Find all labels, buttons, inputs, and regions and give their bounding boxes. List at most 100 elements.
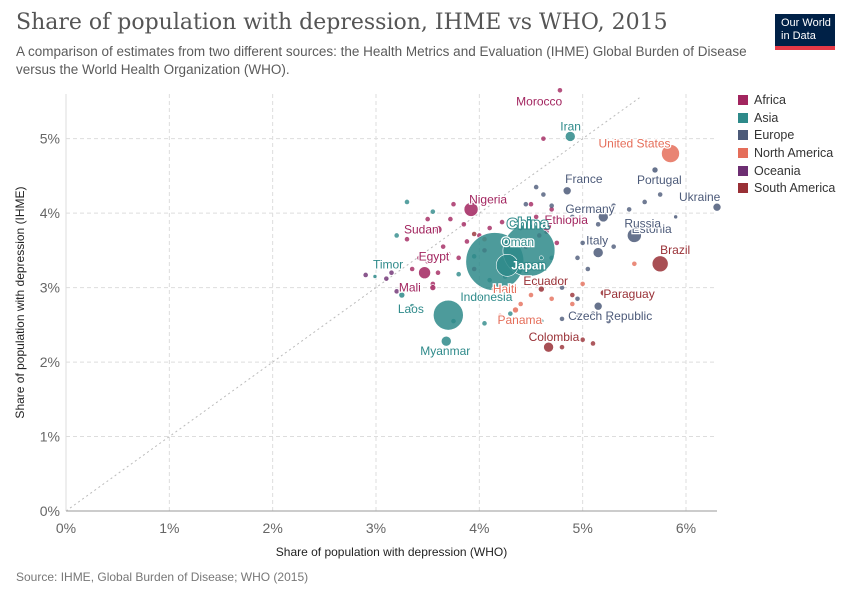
point-label: Egypt [419,250,450,264]
point-label: Mali [399,281,421,295]
data-point [497,197,503,203]
data-point-egypt [418,266,431,280]
data-point [394,233,399,238]
data-point-brazil [651,255,669,273]
data-point [559,285,565,290]
point-label: Czech Republic [568,309,652,323]
legend: Africa Asia Europe North America Oceania Sout… [738,91,835,197]
data-point [425,259,430,264]
legend-item[interactable]: North America [738,144,835,162]
data-point [575,255,580,261]
point-label: China [507,215,549,232]
x-tick-label: 1% [159,520,179,536]
legend-label: Africa [754,92,786,107]
data-point [559,344,565,350]
data-point [435,270,441,276]
point-label: Panama [498,313,543,327]
data-point-indonesia [433,299,464,331]
data-point [606,318,611,324]
data-point [580,240,585,246]
point-label: Nigeria [469,192,507,206]
data-point-japan [495,253,519,277]
data-point [657,192,663,197]
data-point-ethiopia [541,220,552,232]
data-point [499,219,505,225]
data-point [440,244,446,249]
data-point [533,214,539,220]
legend-item[interactable]: Africa [738,91,835,109]
data-point [456,271,461,277]
data-point [557,87,563,93]
data-point [559,218,565,223]
chart-title: Share of population with depression, IHM… [16,10,668,35]
data-point [642,199,647,205]
data-point [575,315,580,320]
data-point [585,266,591,272]
data-point [575,296,580,302]
data-point-paraguay [600,289,607,297]
point-label: Laos [398,302,424,316]
legend-item[interactable]: Europe [738,126,835,144]
x-tick-label: 3% [366,520,386,536]
data-point [626,207,632,212]
data-point [363,272,368,278]
point-label: Iran [560,119,581,133]
data-point-france [562,186,572,196]
data-point [611,244,616,249]
point-label: Portugal [637,173,682,187]
data-point [477,294,482,299]
legend-item[interactable]: Oceania [738,162,835,180]
point-label: Italy [586,234,608,248]
legend-swatch [738,94,748,105]
data-point [409,266,415,272]
point-label: Estonia [632,222,672,236]
y-tick-label: 0% [40,503,60,519]
point-label: United States [599,137,671,151]
data-point [456,255,461,261]
data-point [430,209,436,214]
legend-item[interactable]: Asia [738,109,835,127]
data-point [389,270,394,276]
point-label: Myanmar [420,344,470,358]
data-point [590,311,596,316]
x-tick-label: 2% [263,520,283,536]
data-point [404,199,410,205]
point-label: Ethiopia [545,213,589,227]
legend-label: Europe [754,128,795,143]
x-tick-label: 0% [56,520,76,536]
data-point-mali [429,284,437,291]
point-label: Ecuador [523,274,568,288]
data-point-czech-republic [593,301,603,311]
data-point-germany [598,211,609,223]
legend-item[interactable]: South America [738,179,835,197]
data-point [425,216,430,222]
chart-subtitle: A comparison of estimates from two diffe… [16,44,747,77]
data-point [528,292,534,298]
data-point-nigeria [463,202,479,217]
data-point [533,184,539,190]
data-point [497,313,503,319]
data-point [564,173,570,179]
legend-swatch [738,147,748,158]
data-point [570,214,575,220]
data-point [611,203,616,208]
logo-line-1: Our World [781,17,831,29]
data-point [448,216,453,222]
data-point-sudan [433,225,443,234]
point-label: Haiti [493,282,517,296]
data-point [533,281,539,287]
data-point [528,201,534,207]
data-point-ecuador [538,285,545,293]
point-label: Germany [565,202,614,216]
point-label: Indonesia [460,290,512,304]
point-label: Oman [501,235,534,249]
data-point-united-states [661,144,680,163]
data-point [464,239,470,244]
data-point [541,192,546,197]
point-label: Colombia [529,330,580,344]
data-point-ukraine [712,202,722,212]
data-point [632,261,637,267]
owid-logo[interactable]: Our World in Data [775,14,835,50]
data-point-myanmar [440,335,452,347]
